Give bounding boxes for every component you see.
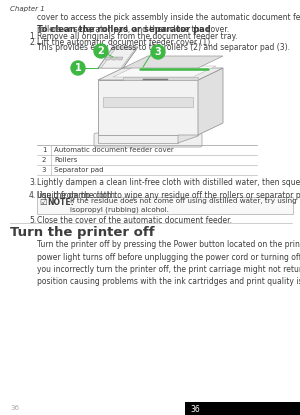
Text: 3.: 3. bbox=[29, 178, 36, 187]
Text: Turn the printer off by pressing the Power button located on the printer. Wait u: Turn the printer off by pressing the Pow… bbox=[37, 240, 300, 286]
Text: To clean the rollers or separator pad: To clean the rollers or separator pad bbox=[37, 25, 211, 34]
Polygon shape bbox=[117, 57, 123, 60]
Text: ☑: ☑ bbox=[39, 198, 46, 207]
Text: Lightly dampen a clean lint-free cloth with distilled water, then squeeze any ex: Lightly dampen a clean lint-free cloth w… bbox=[37, 178, 300, 200]
Polygon shape bbox=[111, 57, 117, 60]
Text: 3: 3 bbox=[42, 167, 46, 173]
Text: 36: 36 bbox=[190, 405, 200, 413]
Polygon shape bbox=[98, 80, 198, 135]
Polygon shape bbox=[98, 135, 178, 143]
Text: 2: 2 bbox=[98, 46, 104, 56]
Text: Separator pad: Separator pad bbox=[54, 167, 104, 173]
Polygon shape bbox=[98, 47, 138, 68]
Text: cover to access the pick assembly inside the automatic document feeder, clean th: cover to access the pick assembly inside… bbox=[37, 13, 300, 34]
Text: 1: 1 bbox=[42, 147, 46, 153]
Polygon shape bbox=[105, 57, 111, 60]
Text: 2.: 2. bbox=[29, 38, 36, 47]
FancyBboxPatch shape bbox=[94, 133, 202, 147]
Polygon shape bbox=[98, 68, 223, 80]
Circle shape bbox=[151, 45, 165, 59]
Text: Turn the printer off: Turn the printer off bbox=[10, 226, 154, 239]
Text: 3: 3 bbox=[154, 47, 161, 57]
Polygon shape bbox=[123, 77, 198, 80]
Text: Lift the automatic document feeder cover (1).: Lift the automatic document feeder cover… bbox=[37, 38, 213, 47]
Polygon shape bbox=[103, 97, 193, 107]
Text: 1.: 1. bbox=[29, 32, 36, 41]
Text: 36: 36 bbox=[10, 405, 19, 411]
Text: Automatic document feeder cover: Automatic document feeder cover bbox=[54, 147, 174, 153]
Polygon shape bbox=[143, 79, 168, 80]
Polygon shape bbox=[113, 66, 216, 77]
Polygon shape bbox=[101, 49, 135, 68]
FancyBboxPatch shape bbox=[185, 402, 300, 415]
Polygon shape bbox=[198, 68, 223, 135]
Text: 2: 2 bbox=[42, 157, 46, 163]
Text: 1: 1 bbox=[75, 63, 81, 73]
Text: Use the damp cloth to wipe any residue off the rollers or separator pad.: Use the damp cloth to wipe any residue o… bbox=[37, 191, 300, 200]
Text: If the residue does not come off using distilled water, try using
isopropyl (rub: If the residue does not come off using d… bbox=[70, 198, 297, 213]
Text: Close the cover of the automatic document feeder.: Close the cover of the automatic documen… bbox=[37, 216, 232, 225]
Polygon shape bbox=[123, 56, 223, 68]
Text: 5.: 5. bbox=[29, 216, 36, 225]
Text: NOTE:: NOTE: bbox=[47, 198, 74, 207]
Circle shape bbox=[71, 61, 85, 75]
Text: Rollers: Rollers bbox=[54, 157, 77, 163]
Polygon shape bbox=[178, 135, 198, 143]
Circle shape bbox=[94, 44, 108, 58]
Text: Remove all originals from the document feeder tray.: Remove all originals from the document f… bbox=[37, 32, 237, 41]
Text: Chapter 1: Chapter 1 bbox=[10, 6, 45, 12]
FancyBboxPatch shape bbox=[37, 197, 293, 214]
Text: This provides easy access to the rollers (2) and separator pad (3).: This provides easy access to the rollers… bbox=[37, 43, 290, 52]
Text: 4.: 4. bbox=[29, 191, 36, 200]
